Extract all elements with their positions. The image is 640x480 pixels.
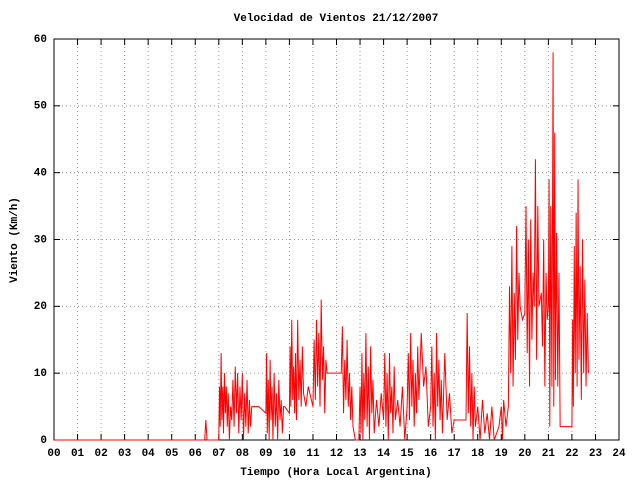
x-tick-label: 14 — [377, 448, 391, 460]
y-tick-label: 30 — [34, 234, 47, 246]
chart-title: Velocidad de Vientos 21/12/2007 — [234, 13, 439, 25]
y-tick-label: 20 — [34, 301, 47, 313]
x-tick-label: 12 — [330, 448, 343, 460]
x-tick-label: 21 — [542, 448, 556, 460]
x-tick-label: 00 — [47, 448, 60, 460]
x-tick-label: 03 — [118, 448, 132, 460]
x-tick-label: 09 — [259, 448, 272, 460]
y-tick-label: 10 — [34, 368, 47, 380]
plot-frame — [53, 38, 620, 441]
x-tick-label: 16 — [424, 448, 437, 460]
y-tick-label: 0 — [40, 435, 47, 447]
x-tick-label: 17 — [448, 448, 461, 460]
x-tick-label: 19 — [495, 448, 508, 460]
y-tick-label: 50 — [34, 101, 47, 113]
x-tick-label: 06 — [189, 448, 202, 460]
wind-line — [54, 52, 589, 441]
x-tick-label: 04 — [142, 448, 156, 460]
x-tick-label: 07 — [212, 448, 225, 460]
x-tick-label: 22 — [565, 448, 578, 460]
x-tick-label: 11 — [306, 448, 320, 460]
x-axis-label: Tiempo (Hora Local Argentina) — [240, 467, 431, 479]
y-axis-label: Viento (Km/h) — [9, 197, 21, 283]
x-tick-label: 05 — [165, 448, 179, 460]
x-tick-label: 24 — [612, 448, 626, 460]
x-tick-label: 15 — [401, 448, 415, 460]
x-tick-label: 18 — [471, 448, 485, 460]
x-tick-label: 01 — [71, 448, 85, 460]
x-tick-label: 08 — [236, 448, 250, 460]
x-tick-label: 13 — [353, 448, 367, 460]
y-tick-label: 60 — [34, 34, 47, 46]
x-tick-label: 20 — [518, 448, 531, 460]
x-tick-label: 23 — [589, 448, 603, 460]
y-tick-label: 40 — [34, 168, 47, 180]
x-tick-label: 10 — [283, 448, 296, 460]
x-tick-label: 02 — [94, 448, 107, 460]
